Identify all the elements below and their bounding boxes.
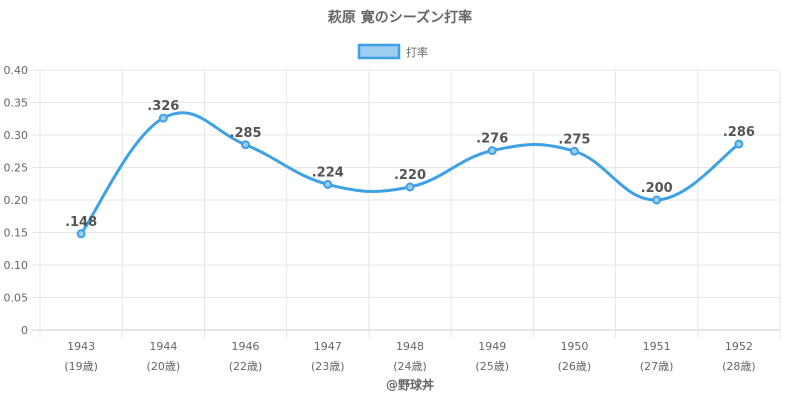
legend-swatch xyxy=(357,43,401,60)
x-tick-age: (23歳) xyxy=(311,360,345,373)
data-point[interactable] xyxy=(734,139,744,149)
data-point[interactable] xyxy=(76,229,86,239)
data-point[interactable] xyxy=(323,179,333,189)
y-axis: 0 0.05 0.10 0.15 0.20 0.25 0.30 0.35 0.40 xyxy=(4,64,29,337)
data-label: .326 xyxy=(147,99,179,114)
data-label: .275 xyxy=(558,132,590,147)
x-tick-year: 1947 xyxy=(314,340,342,353)
y-tick-label: 0.10 xyxy=(4,259,29,272)
data-label: .224 xyxy=(312,165,344,180)
chart-title: 萩原 寛のシーズン打率 xyxy=(327,9,472,26)
x-tick-age: (19歳) xyxy=(64,360,98,373)
data-labels: .148 .326 .285 .224 .220 .276 .275 .200 .286 xyxy=(65,99,755,230)
x-tick-age: (20歳) xyxy=(147,360,181,373)
data-point[interactable] xyxy=(569,146,579,156)
y-tick-label: 0.40 xyxy=(4,64,29,77)
x-tick-age: (24歳) xyxy=(393,360,427,373)
x-tick-year: 1946 xyxy=(232,340,260,353)
x-tick-year: 1944 xyxy=(149,340,177,353)
x-tick-year: 1949 xyxy=(478,340,506,353)
x-axis: 1943 (19歳) 1944 (20歳) 1946 (22歳) 1947 (23歳) 1948… xyxy=(64,340,755,373)
y-tick-label: 0.20 xyxy=(4,194,29,207)
credit-text: @野球丼 xyxy=(386,377,434,392)
data-label: .148 xyxy=(65,215,97,230)
data-label: .285 xyxy=(230,126,262,141)
data-label: .286 xyxy=(723,125,755,140)
data-point[interactable] xyxy=(241,140,251,150)
data-label: .276 xyxy=(476,132,508,147)
y-tick-label: 0.15 xyxy=(4,227,29,240)
y-tick-label: 0.35 xyxy=(4,97,29,110)
x-tick-year: 1948 xyxy=(396,340,424,353)
data-label: .220 xyxy=(394,168,426,183)
y-tick-label: 0.25 xyxy=(4,162,29,175)
x-tick-year: 1950 xyxy=(560,340,588,353)
data-point[interactable] xyxy=(652,195,662,205)
legend-label: 打率 xyxy=(406,45,428,59)
data-point[interactable] xyxy=(487,146,497,156)
x-tick-age: (25歳) xyxy=(475,360,509,373)
x-tick-age: (28歳) xyxy=(722,360,756,373)
x-tick-year: 1943 xyxy=(67,340,95,353)
data-points xyxy=(76,113,744,239)
x-tick-year: 1951 xyxy=(643,340,671,353)
grid xyxy=(32,69,781,338)
y-tick-label: 0 xyxy=(21,324,28,337)
y-tick-label: 0.30 xyxy=(4,129,29,142)
y-tick-label: 0.05 xyxy=(4,292,29,305)
x-tick-year: 1952 xyxy=(725,340,753,353)
x-tick-age: (26歳) xyxy=(558,360,592,373)
data-label: .200 xyxy=(641,181,673,196)
legend[interactable]: 打率 xyxy=(357,43,428,60)
x-tick-age: (22歳) xyxy=(229,360,263,373)
x-tick-age: (27歳) xyxy=(640,360,674,373)
data-point[interactable] xyxy=(405,182,415,192)
data-point[interactable] xyxy=(158,113,168,123)
